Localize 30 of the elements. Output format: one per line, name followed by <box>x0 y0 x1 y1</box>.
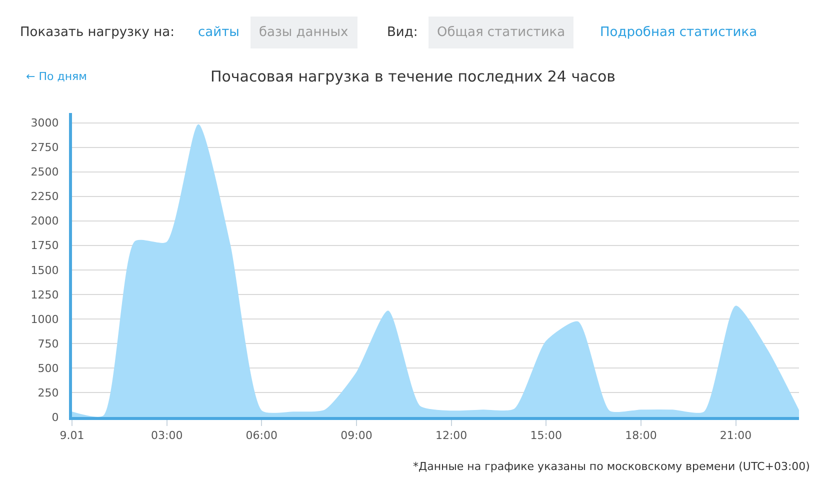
x-tick-label: 18:00 <box>625 429 657 442</box>
chart-title: Почасовая нагрузка в течение последних 24 часов <box>210 67 616 86</box>
x-tick-label: 09:00 <box>340 429 372 442</box>
y-tick-label: 750 <box>38 337 59 350</box>
y-tick-label: 2000 <box>30 214 59 228</box>
x-tick-label: 21:00 <box>720 429 752 442</box>
text: сайты <box>198 25 240 40</box>
y-tick-label: 2500 <box>30 166 59 179</box>
x-tick-label: 15:00 <box>530 429 562 442</box>
text: Подробная статистика <box>600 25 758 40</box>
y-tick-label: 500 <box>38 362 59 375</box>
text: *Данные на графике указаны по московскому времени (UTC+03:00) <box>413 460 810 473</box>
y-tick-label: 1250 <box>30 288 59 302</box>
y-tick-label: 2750 <box>30 141 59 154</box>
y-tick-label: 3000 <box>30 116 59 130</box>
y-tick-label: 2250 <box>30 190 59 204</box>
y-tick-label: 1750 <box>30 239 59 252</box>
text: Общая статистика <box>437 25 566 40</box>
text: Показать нагрузку на: <box>20 25 174 40</box>
y-tick-label: 1500 <box>30 264 59 277</box>
text: ← По дням <box>26 70 87 83</box>
x-tick-label: 03:00 <box>150 429 183 442</box>
y-tick-label: 1000 <box>30 312 59 326</box>
x-tick-label: 9.01 <box>60 429 84 442</box>
x-tick-label: 12:00 <box>435 429 468 442</box>
text: Вид: <box>387 25 418 40</box>
y-tick-label: 0 <box>52 410 59 424</box>
x-tick-label: 06:00 <box>246 429 278 442</box>
y-tick-label: 250 <box>38 386 59 400</box>
text: базы данных <box>259 25 349 40</box>
